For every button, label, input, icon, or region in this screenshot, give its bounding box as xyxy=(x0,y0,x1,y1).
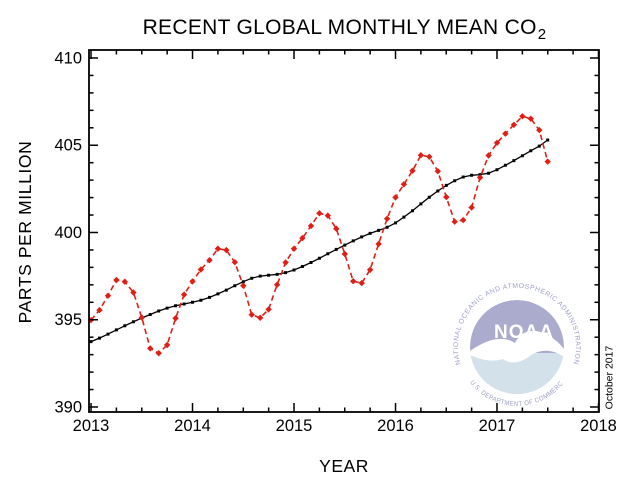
noaa-logo: NOAA NATIONAL OCEANIC AND ATMOSPHERIC AD… xyxy=(0,0,581,408)
y-tick-label: 390 xyxy=(54,398,82,416)
x-tick-label: 2016 xyxy=(377,417,414,435)
x-tick-label: 2018 xyxy=(580,417,617,435)
chart-title-subscript: 2 xyxy=(537,26,547,43)
seagull-icon xyxy=(470,330,564,363)
monthly-mean-line xyxy=(90,115,549,355)
logo-acronym: NOAA xyxy=(494,322,554,343)
x-tick-label: 2014 xyxy=(174,417,211,435)
x-tick-label: 2013 xyxy=(73,417,110,435)
y-axis-label: PARTS PER MILLION xyxy=(15,140,35,324)
y-tick-label: 395 xyxy=(54,311,82,329)
x-tick-label: 2015 xyxy=(276,417,313,435)
trend-markers xyxy=(89,138,550,344)
axis-tick-labels: 2013 2014 2015 2016 2017 2018 390 395 400 405 410 xyxy=(54,49,616,435)
chart-title-main: RECENT GLOBAL MONTHLY MEAN CO xyxy=(142,16,537,39)
x-axis-label: YEAR xyxy=(319,456,369,476)
y-tick-label: 405 xyxy=(54,137,82,155)
x-tick-label: 2017 xyxy=(479,417,516,435)
monthly-mean-series xyxy=(87,113,551,357)
plot-border xyxy=(88,49,600,413)
chart-title: RECENT GLOBAL MONTHLY MEAN CO2 xyxy=(89,16,599,43)
y-tick-label: 410 xyxy=(54,49,82,67)
trend-series xyxy=(89,138,550,344)
y-tick-label: 400 xyxy=(54,224,82,242)
series-layer xyxy=(87,113,551,357)
date-stamp: October 2017 xyxy=(603,345,616,410)
